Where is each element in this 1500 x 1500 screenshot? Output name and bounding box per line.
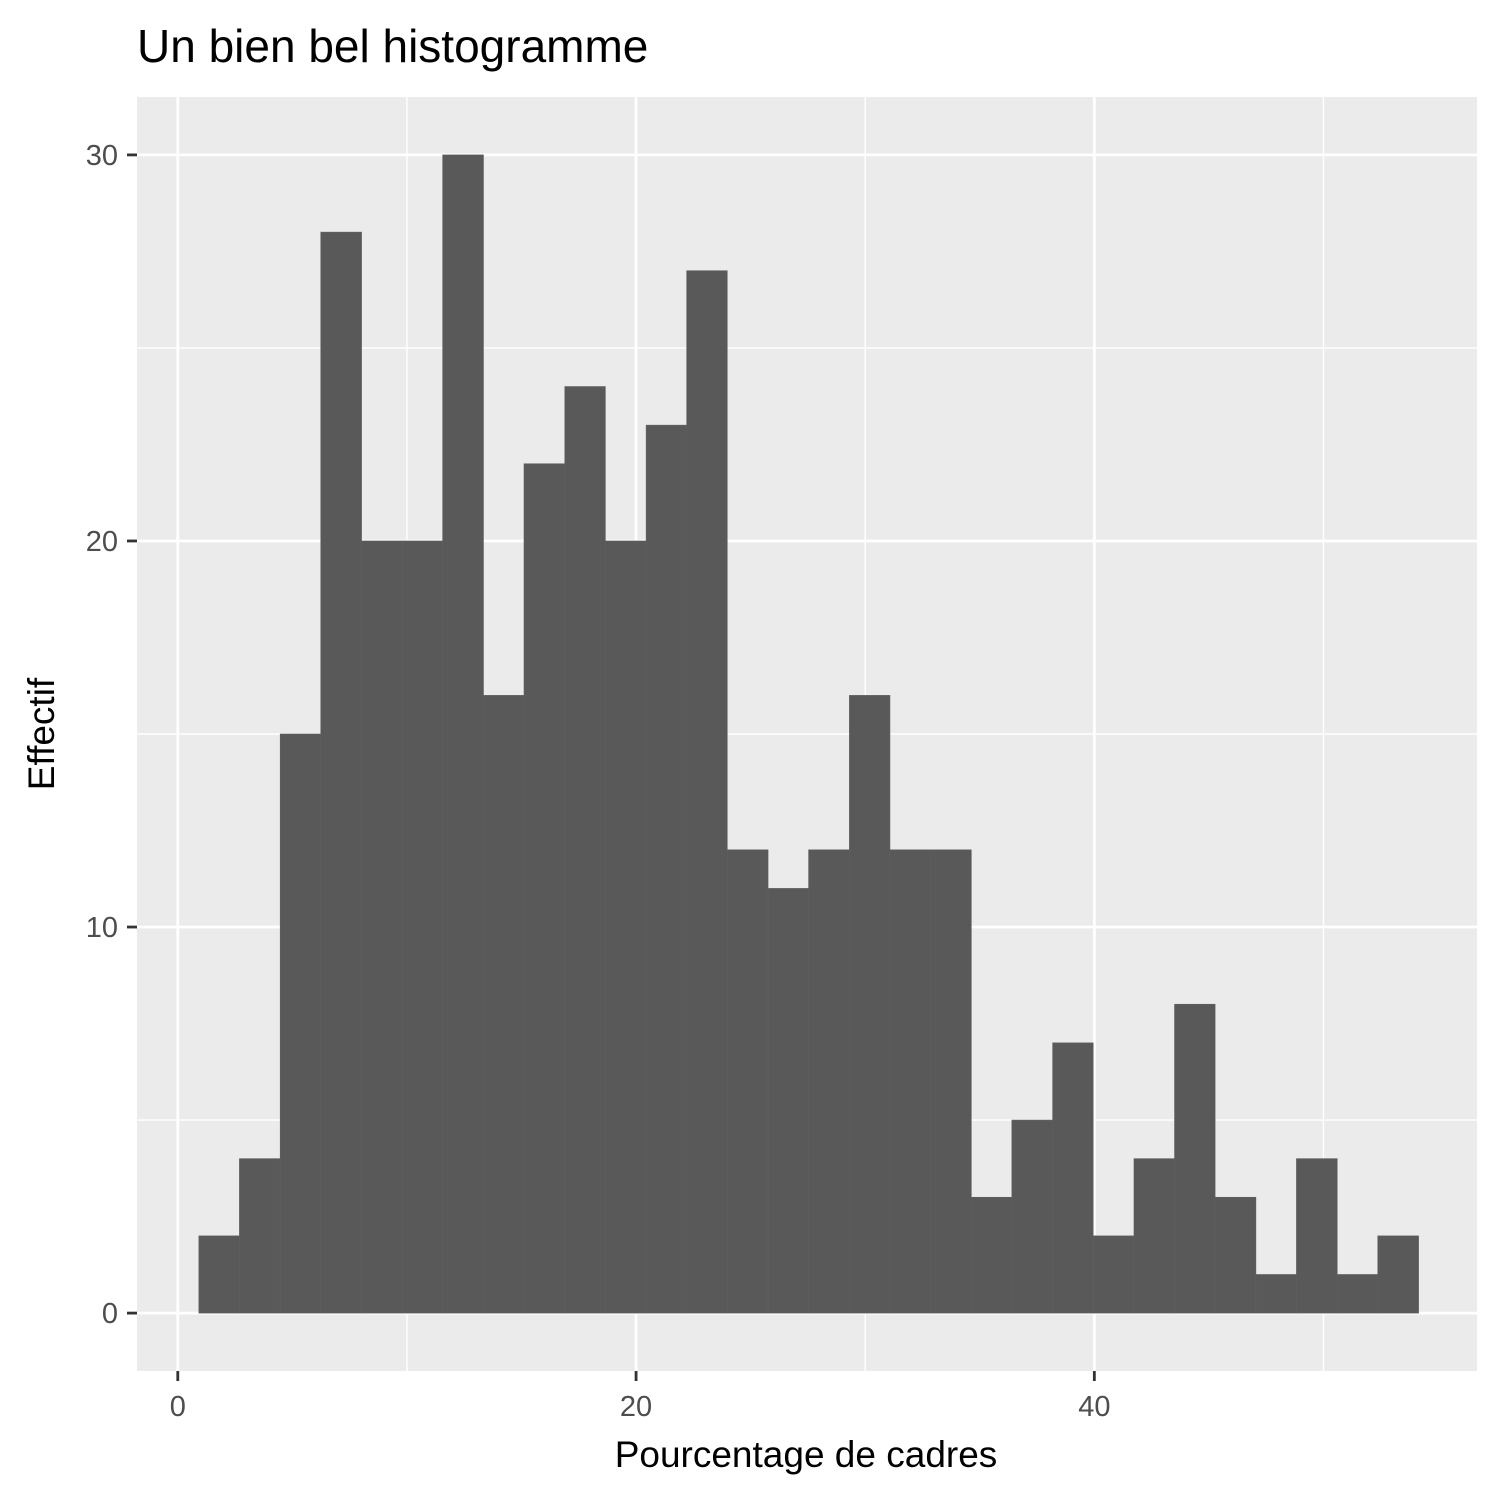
histogram-bar (1011, 1119, 1053, 1314)
histogram-bar (930, 849, 972, 1314)
histogram-bar (645, 424, 688, 1314)
histogram-bar (279, 733, 322, 1314)
histogram-bar (442, 154, 484, 1314)
histogram-bar (523, 463, 566, 1314)
chart-title: Un bien bel histogramme (137, 20, 648, 72)
histogram-bars (198, 154, 1419, 1314)
y-axis-title: Effectif (21, 677, 62, 790)
histogram-bar (1255, 1274, 1297, 1314)
histogram-bar (1092, 1235, 1135, 1314)
x-axis: 0 20 40 (170, 1371, 1110, 1423)
histogram-bar (970, 1196, 1013, 1314)
x-tick-label: 0 (170, 1391, 186, 1423)
histogram-bar (686, 270, 728, 1314)
histogram-bar (361, 540, 403, 1314)
histogram-bar (1052, 1042, 1094, 1314)
histogram-bar (1214, 1196, 1257, 1314)
x-axis-title: Pourcentage de cadres (615, 1434, 998, 1475)
x-tick-label: 40 (1078, 1391, 1110, 1423)
histogram-bar (239, 1158, 281, 1314)
histogram-bar (889, 849, 932, 1314)
histogram-bar (767, 888, 809, 1314)
y-tick-label: 0 (102, 1298, 118, 1330)
histogram-bar (1336, 1274, 1379, 1314)
histogram-bar (1133, 1158, 1175, 1314)
histogram-bar (1296, 1158, 1338, 1314)
histogram-bar (726, 849, 769, 1314)
histogram-bar (849, 695, 891, 1314)
histogram-bar (320, 231, 362, 1314)
histogram-bar (605, 540, 647, 1314)
x-tick-label: 20 (620, 1391, 652, 1423)
histogram-bar (1377, 1235, 1419, 1314)
histogram-bar (401, 540, 443, 1314)
y-tick-label: 20 (86, 526, 118, 558)
y-axis: 0 10 20 30 (86, 140, 137, 1330)
y-tick-label: 10 (86, 912, 118, 944)
histogram-bar (198, 1235, 240, 1314)
histogram-bar (1174, 1003, 1216, 1314)
histogram-bar (564, 386, 606, 1314)
y-tick-label: 30 (86, 140, 118, 172)
histogram-bar (808, 849, 850, 1314)
histogram-bar (483, 695, 525, 1314)
